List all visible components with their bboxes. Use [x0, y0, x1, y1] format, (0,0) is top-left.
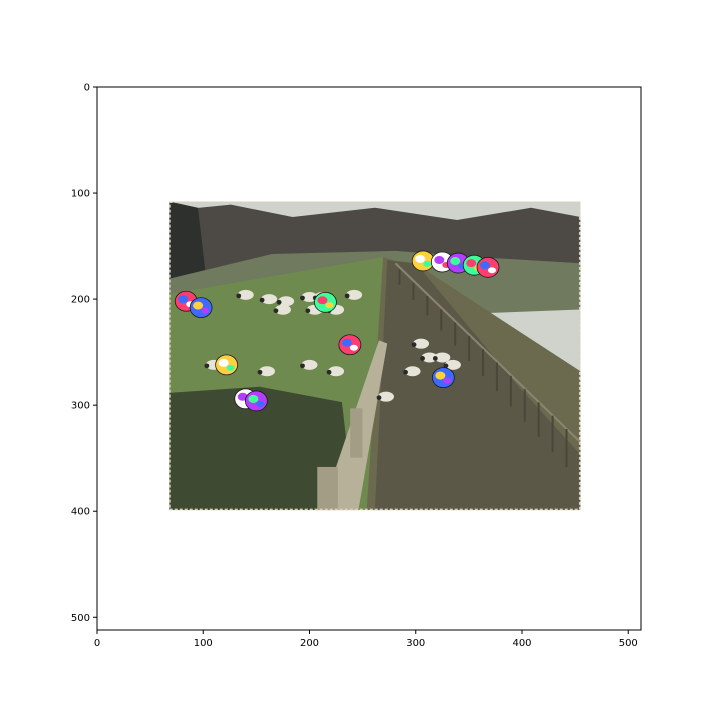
x-tick-label: 0 [94, 638, 100, 649]
axes-frame [96, 86, 642, 631]
sheep-head [236, 293, 242, 299]
sheep-head [403, 369, 408, 375]
sheep-head [443, 363, 449, 369]
artifact-patch [431, 367, 455, 388]
sheep-head [420, 356, 425, 361]
sheep [278, 296, 295, 307]
x-tick-label: 200 [300, 638, 319, 649]
sheep [378, 391, 394, 402]
sheep [237, 289, 254, 300]
artifact-patch [338, 334, 362, 356]
sheep-head [259, 297, 265, 303]
sheep-head [273, 308, 279, 314]
rushes [169, 386, 355, 511]
sheep-head [300, 363, 305, 369]
sheep-head [276, 299, 282, 305]
photo-image [169, 201, 581, 511]
sheep [259, 366, 275, 377]
artifact-patch [476, 256, 500, 278]
artifact-patch [189, 297, 213, 318]
track [374, 260, 581, 511]
sheep [301, 359, 318, 370]
x-tick-label: 500 [619, 638, 638, 649]
fence-post-front [317, 466, 338, 511]
y-tick-label: 100 [71, 189, 90, 200]
left-tree [169, 201, 207, 295]
sheep [261, 294, 278, 305]
y-tick-label: 500 [71, 613, 90, 624]
artifact-patch [215, 354, 239, 376]
x-tick-label: 400 [512, 638, 531, 649]
sheep-head [326, 369, 332, 375]
y-tick-label: 0 [84, 83, 90, 94]
sheep-head [432, 356, 438, 361]
sheep-head [376, 395, 382, 401]
y-tick-label: 300 [71, 401, 90, 412]
sheep [444, 359, 461, 370]
x-axis: 0 100 200 300 400 500 [94, 630, 638, 649]
sheep-head [204, 363, 210, 369]
fence-post-mid [350, 408, 363, 458]
y-axis: 0 100 200 300 400 500 [71, 83, 97, 624]
sheep-head [305, 308, 311, 314]
sheep [346, 289, 363, 300]
sheep [413, 338, 430, 349]
artifact-patch [411, 250, 435, 272]
right-fence [394, 262, 581, 443]
sheep-head [411, 342, 417, 348]
sheep-head [257, 369, 263, 375]
artifact-patch [314, 291, 337, 313]
x-tick-label: 100 [194, 638, 213, 649]
sheep [274, 304, 291, 315]
x-tick-label: 300 [406, 638, 425, 649]
y-tick-label: 400 [71, 507, 90, 518]
photo-border [169, 201, 581, 511]
sheep [328, 366, 345, 377]
sheep-head [344, 293, 350, 299]
sheep [404, 366, 421, 377]
sheep [434, 352, 451, 363]
sheep-head [300, 295, 305, 301]
artifact-patch [244, 390, 268, 412]
y-tick-label: 200 [71, 295, 90, 306]
